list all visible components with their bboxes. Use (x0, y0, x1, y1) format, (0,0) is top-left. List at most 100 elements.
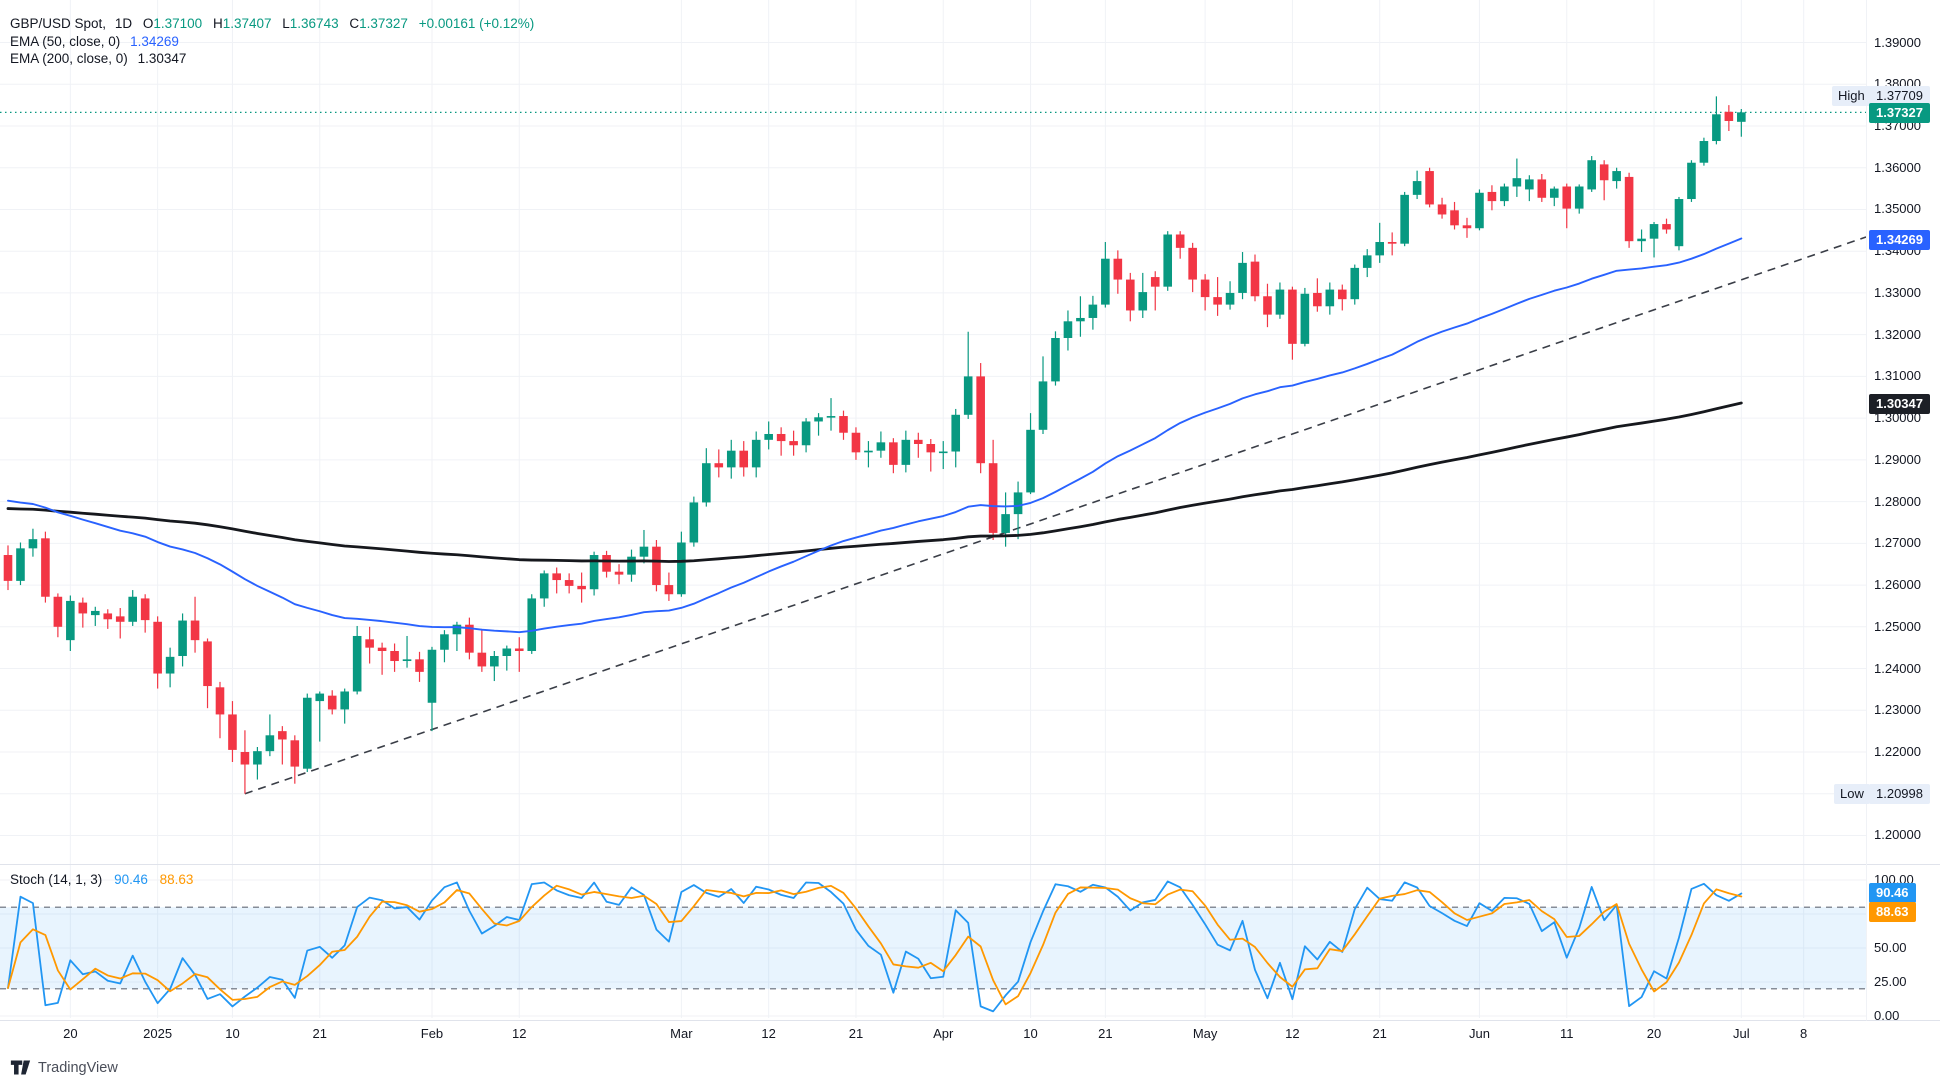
watermark-text: TradingView (38, 1059, 118, 1076)
candle (1250, 261, 1260, 297)
candle (1662, 224, 1671, 230)
time-axis-label: 20 (1646, 1026, 1662, 1041)
ema50-legend-row[interactable]: EMA (50, close, 0) 1.34269 (10, 34, 179, 49)
candle (914, 439, 923, 445)
candle (826, 416, 836, 418)
ema50-value: 1.34269 (130, 34, 179, 49)
candle (1200, 279, 1210, 298)
candle (178, 620, 187, 657)
candle (1051, 338, 1060, 382)
candle (1026, 429, 1035, 493)
price-axis-label: 1.26000 (1874, 577, 1921, 593)
candle (1475, 192, 1484, 229)
ema200-legend-row[interactable]: EMA (200, close, 0) 1.30347 (10, 51, 186, 66)
ema50-price-badge: 1.34269 (1869, 229, 1930, 250)
time-axis-label: 2025 (143, 1026, 173, 1041)
candle (1549, 188, 1559, 198)
candle (352, 635, 362, 692)
price-axis-label: 1.20000 (1874, 827, 1921, 843)
candle (240, 751, 250, 765)
low-value: 1.36743 (289, 16, 339, 31)
candle (90, 610, 100, 616)
candle (1263, 296, 1272, 315)
candle (1612, 171, 1621, 182)
candle (1362, 255, 1372, 268)
price-axis-label: 1.22000 (1874, 743, 1921, 759)
candle (1300, 293, 1310, 344)
close-label: C (349, 16, 360, 31)
candle (1450, 210, 1459, 226)
low-label: L (282, 16, 290, 31)
price-axis-label: 1.35000 (1874, 201, 1921, 217)
time-axis-label: 21 (1098, 1026, 1113, 1041)
candle (3, 555, 13, 581)
candle (789, 441, 798, 446)
symbol-name: GBP/USD Spot, (10, 16, 107, 31)
candle (1537, 179, 1547, 198)
candle (963, 376, 973, 415)
time-axis-label: 21 (848, 1026, 864, 1041)
candle (1001, 514, 1010, 533)
tradingview-watermark[interactable]: TradingView (10, 1057, 118, 1078)
candle (1238, 262, 1247, 293)
candle (415, 659, 424, 672)
candle (1712, 114, 1721, 142)
candle (66, 600, 75, 641)
candle (402, 659, 412, 662)
candle (988, 463, 998, 533)
candle (1288, 289, 1297, 344)
ema200-value: 1.30347 (137, 51, 187, 66)
candle (140, 598, 150, 621)
price-axis-label: 1.28000 (1874, 493, 1921, 509)
candle (926, 444, 936, 453)
time-axis-label: 12 (1285, 1026, 1300, 1041)
candle (876, 442, 886, 451)
price-axis-label: 1.31000 (1874, 368, 1921, 384)
candle (1500, 186, 1509, 202)
stoch-axis-label: 25.00 (1874, 974, 1907, 989)
candle (1138, 292, 1148, 311)
stoch-k-value: 90.46 (114, 872, 148, 887)
candle (278, 731, 287, 740)
price-axis-label: 1.24000 (1874, 660, 1921, 676)
time-axis-label: Jun (1468, 1026, 1490, 1041)
candle (764, 433, 773, 440)
candle (1188, 247, 1197, 280)
candle (1587, 160, 1596, 190)
candle (751, 439, 761, 468)
price-axis-label: 1.29000 (1874, 451, 1921, 467)
price-axis-label: 1.25000 (1874, 618, 1921, 634)
ema200-label: EMA (200, close, 0) (10, 51, 128, 66)
price-axis-label: 1.30000 (1874, 410, 1921, 426)
candle (327, 695, 337, 710)
candle (1562, 186, 1572, 209)
candle (527, 598, 537, 652)
high-label: H (212, 16, 223, 31)
candle (1649, 224, 1659, 239)
candle (1462, 225, 1472, 229)
time-axis-label: 10 (225, 1026, 240, 1041)
candle (1350, 267, 1360, 300)
candle (1063, 321, 1073, 339)
candle (652, 546, 661, 586)
candle (28, 539, 38, 549)
candle (315, 693, 325, 702)
stoch-legend-row[interactable]: Stoch (14, 1, 3) 90.46 88.63 (10, 872, 193, 887)
period-low-label-chip: Low (1834, 783, 1870, 804)
candle (1512, 178, 1522, 187)
ema200-line (6, 401, 1743, 563)
candle (1574, 186, 1584, 209)
time-axis-label: 20 (63, 1026, 78, 1041)
symbol-legend-row[interactable]: GBP/USD Spot, 1D O1.37100 H1.37407 L1.36… (10, 16, 534, 31)
candle (1487, 191, 1497, 202)
ema50-line (7, 237, 1743, 634)
candle (901, 439, 911, 465)
candle (602, 555, 611, 572)
stoch-axis-label: 50.00 (1874, 940, 1907, 955)
candle (1113, 258, 1123, 280)
candle (1699, 141, 1709, 163)
candle (1213, 297, 1222, 305)
candle (377, 647, 387, 652)
